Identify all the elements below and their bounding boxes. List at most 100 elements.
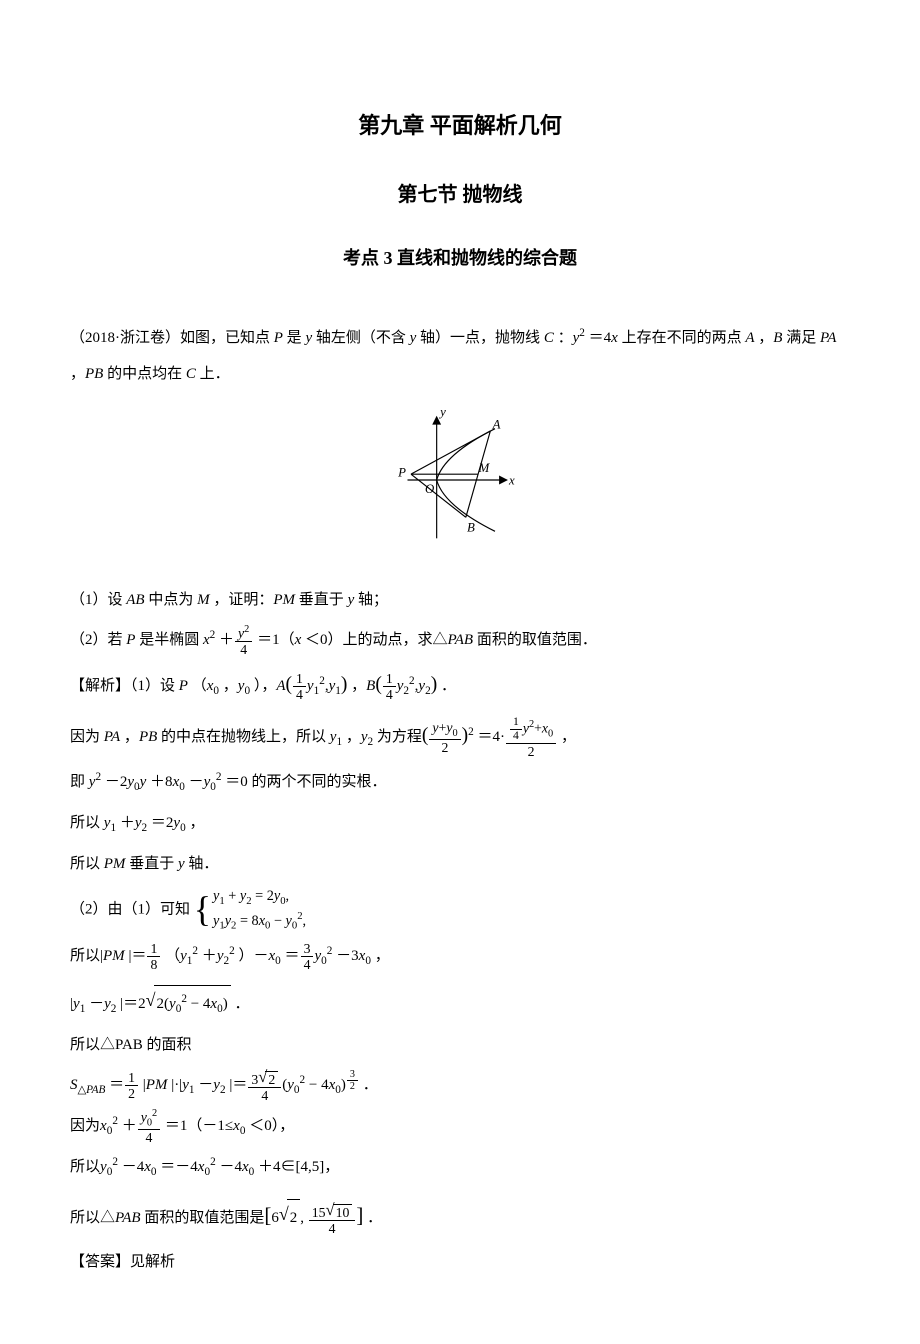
frac-y2-4: y24 [235, 624, 252, 657]
text: ： [558, 330, 573, 346]
text: －4 [219, 1159, 242, 1175]
text: 因为 [70, 729, 104, 745]
sub: 1 [189, 1084, 195, 1096]
var-PAB: PAB [448, 632, 474, 648]
label-y: y [438, 410, 446, 419]
sub: 0 [180, 822, 186, 834]
text: （2）由（1）可知 [70, 901, 190, 917]
sup-2: 2 [579, 327, 585, 339]
var-B: B [773, 330, 782, 346]
text: ，证明： [213, 592, 273, 608]
text: ， [223, 678, 238, 694]
text: － [189, 774, 204, 790]
text: （ [165, 948, 180, 964]
var-P: P [274, 330, 283, 346]
var-PM: PM [103, 948, 125, 964]
sqrt-2: 2 [287, 1199, 301, 1236]
solution-line-10: S△PAB ＝12 |PM |·|y1 －y2 |＝3√24(y02 − 4x0… [70, 1067, 850, 1104]
solution-line-11: 因为x02 ＋y024 ＝1（－1≤x0 ＜0）， [70, 1108, 850, 1145]
label-A: A [492, 418, 501, 432]
var-x: x [295, 632, 302, 648]
text: 满足 [786, 330, 820, 346]
sub: 2 [368, 736, 374, 748]
sub: 0 [275, 955, 281, 967]
sup: 2 [327, 945, 333, 957]
sub: 2 [220, 1084, 226, 1096]
text: 的中点均在 [107, 366, 186, 382]
solution-line-8: |y1 －y2 |＝2√2(y02 − 4x0) ． [70, 979, 850, 1023]
x-arrow [500, 476, 507, 483]
sub-0: 0 [213, 685, 219, 697]
chapter-title: 第九章 平面解析几何 [70, 100, 850, 153]
text: |＝ [229, 1077, 247, 1093]
text: ， [351, 678, 366, 694]
var-x0: x [233, 1118, 240, 1134]
sqrt-content: 2(y02 − 4x0) [154, 985, 231, 1023]
frac: 14y2+x02 [506, 716, 556, 759]
section-title: 第七节 抛物线 [70, 171, 850, 219]
text: （2018·浙江卷）如图，已知点 [70, 330, 274, 346]
sub-0: 0 [244, 685, 250, 697]
text: ＜0）， [249, 1118, 294, 1134]
frac-3-4: 34 [301, 941, 314, 972]
text: 轴）一点，抛物线 [420, 330, 544, 346]
var-PB: PB [85, 366, 103, 382]
question-2: （2）若 P 是半椭圆 x2 ＋y24 ＝1（x ＜0）上的动点，求△PAB 面… [70, 622, 850, 658]
var-x: x [611, 330, 618, 346]
text: － [89, 996, 104, 1012]
var-A: A [276, 678, 285, 694]
var-y: y [140, 774, 147, 790]
solution-line-9: 所以△PAB 的面积 [70, 1027, 850, 1063]
label-B: B [467, 520, 475, 534]
solution-line-5: 所以 PM 垂直于 y 轴． [70, 846, 850, 882]
frac-1-2: 12 [125, 1070, 138, 1101]
text: ＜0）上的动点，求 [305, 632, 433, 648]
var-y2: y [135, 815, 142, 831]
frac: y+y02 [429, 720, 460, 755]
solution-line-3: 即 y2 －2y0y ＋8x0 －y02 ＝0 的两个不同的实根． [70, 764, 850, 801]
text: 所以 [70, 1159, 100, 1175]
var-C: C [544, 330, 554, 346]
text: －2 [105, 774, 128, 790]
sup-3-2: 32 [346, 1074, 359, 1086]
solution-line-4: 所以 y1 ＋y2 ＝2y0 ， [70, 805, 850, 842]
lbracket: [ [264, 1203, 271, 1227]
var-PA: PA [104, 729, 120, 745]
text: ＝－4 [160, 1159, 198, 1175]
rparen: ) [341, 674, 348, 695]
var-y1: y [307, 678, 314, 694]
text: 垂直于 [129, 856, 178, 872]
text: |＝2 [120, 996, 146, 1012]
lparen: ( [375, 674, 382, 695]
sup: 2 [112, 1156, 118, 1168]
text: ＋ [202, 948, 217, 964]
frac-1-8: 18 [147, 941, 160, 972]
var-y: y [410, 330, 417, 346]
text: 轴左侧（不含 [316, 330, 410, 346]
text: － [198, 1077, 213, 1093]
solution-line-6: （2）由（1）可知 { y1 + y2 = 2y0, y1y2 = 8x0 − … [70, 886, 850, 934]
var-B: B [366, 678, 375, 694]
sup: 2 [192, 945, 198, 957]
solution-line-12: 所以y02 －4x0 ＝－4x02 －4x0 ＋4∈[4,5]， [70, 1149, 850, 1186]
var-y1: y [182, 1077, 189, 1093]
kaodian-title: 考点 3 直线和抛物线的综合题 [70, 237, 850, 280]
var-PAB: PAB [115, 1210, 141, 1226]
sup: 2 [95, 771, 101, 783]
text: ． [367, 1210, 382, 1226]
text: 是半椭圆 [139, 632, 203, 648]
var-x0: x [144, 1159, 151, 1175]
y-arrow [433, 417, 440, 424]
text: ， [375, 948, 390, 964]
text: ． [363, 1077, 378, 1093]
sup: 2 [319, 675, 325, 687]
text: |·| [171, 1077, 182, 1093]
text: ， [70, 366, 85, 382]
label-O: O [425, 482, 434, 496]
text: 上． [200, 366, 230, 382]
sup: 2 [468, 726, 474, 738]
text: ＝1（－1≤ [165, 1118, 233, 1134]
text: （ [192, 678, 207, 694]
solution-line-7: 所以|PM |＝18 （y12 ＋y22 ）－x0 ＝34y02 －3x0 ， [70, 938, 850, 975]
label-x: x [508, 474, 515, 488]
